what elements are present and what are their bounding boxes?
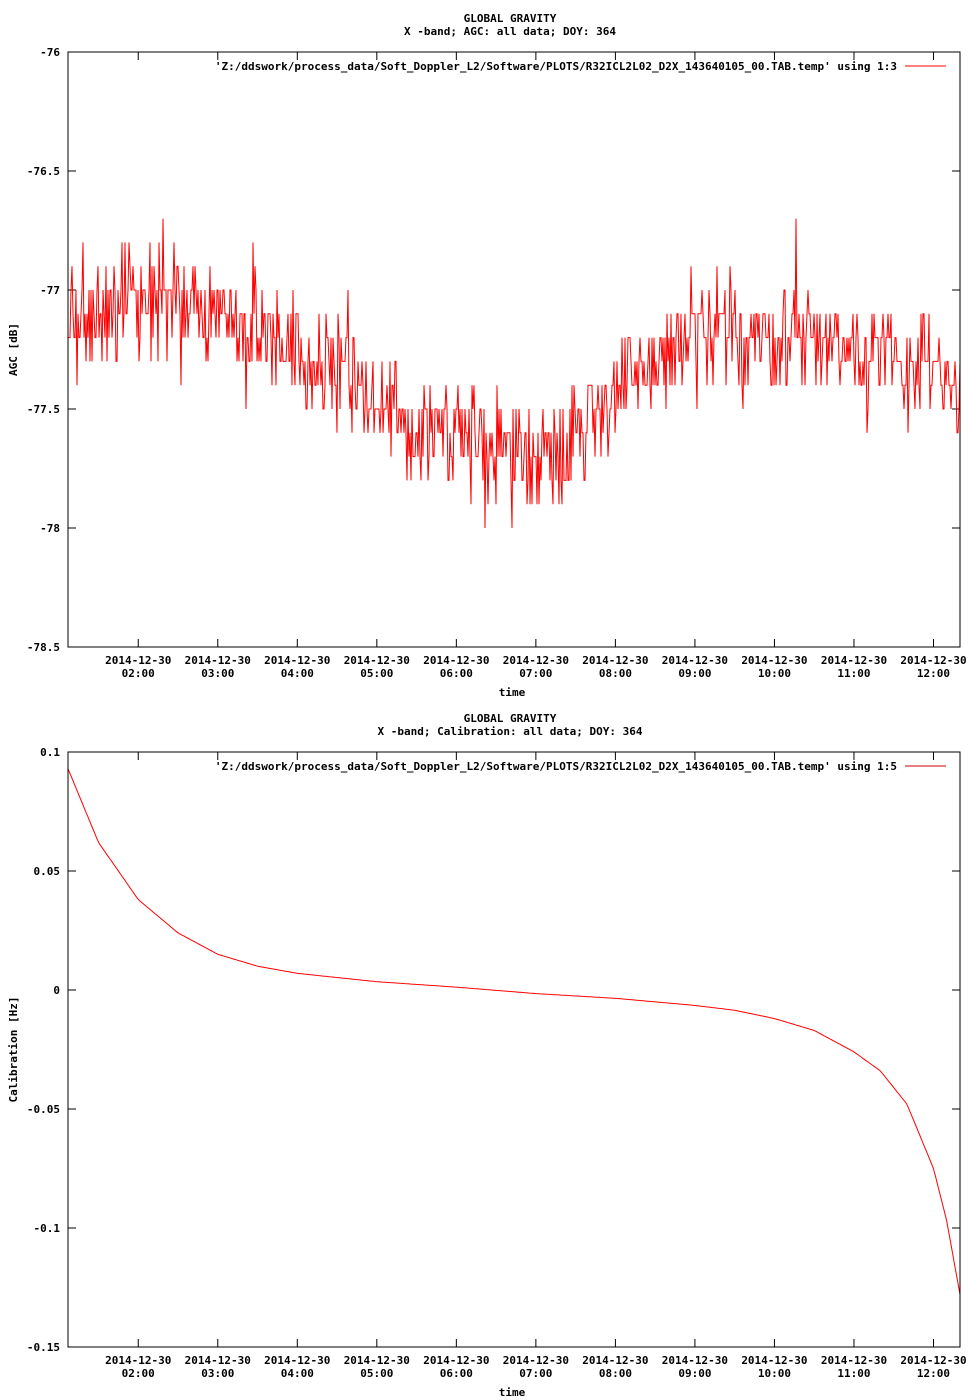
legend-label: 'Z:/ddswork/process_data/Soft_Doppler_L2… bbox=[215, 760, 897, 773]
y-axis-label: AGC [dB] bbox=[7, 323, 20, 376]
x-tick-label-time: 05:00 bbox=[360, 667, 393, 680]
x-axis-label: time bbox=[499, 686, 526, 699]
x-tick-label-time: 07:00 bbox=[519, 667, 552, 680]
chart-subtitle: X -band; Calibration: all data; DOY: 364 bbox=[378, 725, 643, 738]
x-tick-label-date: 2014-12-30 bbox=[503, 654, 569, 667]
y-tick-label: -76.5 bbox=[27, 165, 60, 178]
x-tick-label-date: 2014-12-30 bbox=[105, 654, 171, 667]
legend-label: 'Z:/ddswork/process_data/Soft_Doppler_L2… bbox=[215, 60, 897, 73]
x-tick-label-time: 10:00 bbox=[758, 667, 791, 680]
data-series-line bbox=[67, 768, 961, 1295]
chart-title: GLOBAL GRAVITY bbox=[464, 712, 557, 725]
x-tick-label-time: 04:00 bbox=[281, 667, 314, 680]
x-tick-label-time: 10:00 bbox=[758, 1367, 791, 1380]
x-tick-label-date: 2014-12-30 bbox=[662, 1354, 728, 1367]
plot-frame bbox=[67, 51, 961, 648]
x-tick-label-time: 09:00 bbox=[678, 667, 711, 680]
x-tick-label-time: 02:00 bbox=[122, 1367, 155, 1380]
y-tick-label: -76 bbox=[40, 46, 60, 59]
x-tick-label-time: 04:00 bbox=[281, 1367, 314, 1380]
x-tick-label-date: 2014-12-30 bbox=[662, 654, 728, 667]
x-tick-label-time: 12:00 bbox=[917, 667, 950, 680]
x-tick-label-date: 2014-12-30 bbox=[423, 654, 489, 667]
x-tick-label-date: 2014-12-30 bbox=[264, 654, 330, 667]
y-tick-label: -77 bbox=[40, 284, 60, 297]
x-tick-label-date: 2014-12-30 bbox=[900, 1354, 966, 1367]
x-tick-label-date: 2014-12-30 bbox=[821, 1354, 887, 1367]
x-tick-label-time: 06:00 bbox=[440, 667, 473, 680]
x-tick-label-time: 03:00 bbox=[201, 1367, 234, 1380]
y-tick-label: -0.15 bbox=[27, 1341, 60, 1354]
x-tick-label-time: 06:00 bbox=[440, 1367, 473, 1380]
chart-title: GLOBAL GRAVITY bbox=[464, 12, 557, 25]
x-tick-label-date: 2014-12-30 bbox=[264, 1354, 330, 1367]
x-tick-label-time: 05:00 bbox=[360, 1367, 393, 1380]
x-tick-label-date: 2014-12-30 bbox=[344, 1354, 410, 1367]
x-tick-label-time: 03:00 bbox=[201, 667, 234, 680]
y-tick-label: 0.05 bbox=[34, 865, 61, 878]
chart-subtitle: X -band; AGC: all data; DOY: 364 bbox=[404, 25, 616, 38]
x-tick-label-date: 2014-12-30 bbox=[105, 1354, 171, 1367]
x-tick-label-time: 08:00 bbox=[599, 1367, 632, 1380]
y-tick-label: -77.5 bbox=[27, 403, 60, 416]
x-tick-label-date: 2014-12-30 bbox=[503, 1354, 569, 1367]
x-tick-label-time: 11:00 bbox=[837, 667, 870, 680]
y-tick-label: -78.5 bbox=[27, 641, 60, 654]
x-tick-label-date: 2014-12-30 bbox=[741, 1354, 807, 1367]
x-tick-label-time: 12:00 bbox=[917, 1367, 950, 1380]
x-tick-label-date: 2014-12-30 bbox=[185, 1354, 251, 1367]
y-tick-label: -0.1 bbox=[34, 1222, 61, 1235]
y-axis-label: Calibration [Hz] bbox=[7, 997, 20, 1103]
data-series-line bbox=[68, 218, 961, 529]
y-tick-label: -78 bbox=[40, 522, 60, 535]
x-tick-label-date: 2014-12-30 bbox=[185, 654, 251, 667]
x-tick-label-time: 08:00 bbox=[599, 667, 632, 680]
x-tick-label-date: 2014-12-30 bbox=[582, 654, 648, 667]
x-tick-label-time: 09:00 bbox=[678, 1367, 711, 1380]
x-tick-label-time: 07:00 bbox=[519, 1367, 552, 1380]
x-tick-label-date: 2014-12-30 bbox=[423, 1354, 489, 1367]
x-tick-label-date: 2014-12-30 bbox=[344, 654, 410, 667]
x-tick-label-date: 2014-12-30 bbox=[741, 654, 807, 667]
plot-frame bbox=[67, 751, 961, 1348]
x-tick-label-date: 2014-12-30 bbox=[582, 1354, 648, 1367]
x-tick-label-time: 11:00 bbox=[837, 1367, 870, 1380]
y-tick-label: 0.1 bbox=[40, 746, 60, 759]
x-axis-label: time bbox=[499, 1386, 526, 1399]
x-tick-label-time: 02:00 bbox=[122, 667, 155, 680]
y-tick-label: 0 bbox=[53, 984, 60, 997]
y-tick-label: -0.05 bbox=[27, 1103, 60, 1116]
x-tick-label-date: 2014-12-30 bbox=[821, 654, 887, 667]
x-tick-label-date: 2014-12-30 bbox=[900, 654, 966, 667]
